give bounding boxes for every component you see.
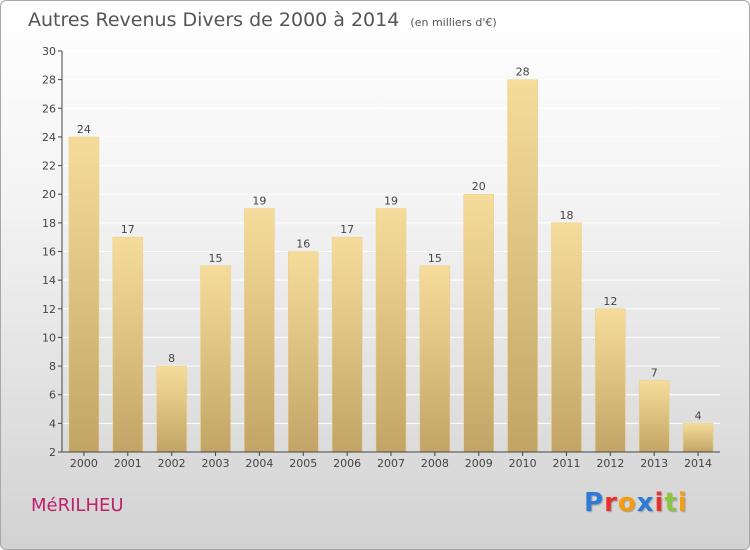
labels: 2468101214161820222426283024200017200182… — [42, 45, 712, 470]
title-row: Autres Revenus Divers de 2000 à 2014 (en… — [28, 9, 497, 31]
value-label: 17 — [121, 223, 135, 236]
value-label: 28 — [516, 66, 530, 79]
value-label: 16 — [296, 238, 310, 251]
value-label: 24 — [77, 123, 91, 136]
logo-letter: o — [617, 488, 637, 518]
bar-2014 — [682, 423, 714, 453]
logo-letter: t — [664, 488, 678, 518]
bar-2008 — [419, 265, 451, 453]
value-label: 15 — [209, 252, 223, 265]
y-tick-label: 8 — [49, 360, 56, 373]
x-tick-label: 2014 — [684, 457, 712, 470]
y-tick-label: 22 — [42, 160, 56, 173]
y-tick-label: 28 — [42, 74, 56, 87]
bar-2011 — [551, 222, 582, 453]
value-label: 12 — [603, 295, 617, 308]
value-label: 20 — [472, 180, 486, 193]
y-tick-label: 16 — [42, 246, 56, 259]
bar-2001 — [112, 236, 144, 453]
x-tick-label: 2007 — [377, 457, 405, 470]
value-label: 19 — [384, 195, 398, 208]
bar-2006 — [331, 236, 363, 453]
chart-title: Autres Revenus Divers de 2000 à 2014 — [28, 9, 400, 31]
bar-2007 — [375, 208, 407, 453]
value-label: 15 — [428, 252, 442, 265]
value-label: 4 — [695, 409, 702, 422]
bar-2012 — [595, 308, 626, 453]
logo-letter: r — [604, 488, 618, 518]
y-tick-label: 24 — [42, 131, 56, 144]
x-tick-label: 2013 — [640, 457, 668, 470]
y-tick-label: 12 — [42, 303, 56, 316]
logo-letter: x — [636, 488, 655, 518]
y-tick-label: 14 — [42, 274, 56, 287]
y-tick-label: 30 — [42, 45, 56, 58]
value-label: 17 — [340, 223, 354, 236]
logo-letter: P — [584, 488, 605, 518]
proxiti-logo[interactable]: Proxiti — [584, 488, 688, 518]
y-tick-label: 6 — [49, 389, 56, 402]
logo-letter: i — [677, 488, 688, 518]
value-label: 7 — [651, 366, 658, 379]
x-tick-label: 2011 — [552, 457, 580, 470]
x-tick-label: 2003 — [202, 457, 230, 470]
x-tick-label: 2012 — [596, 457, 624, 470]
x-tick-label: 2006 — [333, 457, 361, 470]
x-tick-label: 2001 — [114, 457, 142, 470]
value-label: 18 — [559, 209, 573, 222]
y-tick-label: 20 — [42, 188, 56, 201]
y-tick-label: 4 — [49, 417, 56, 430]
x-tick-label: 2009 — [465, 457, 493, 470]
value-label: 19 — [252, 195, 266, 208]
bar-2010 — [507, 79, 538, 453]
y-tick-label: 2 — [49, 446, 56, 459]
x-tick-label: 2002 — [158, 457, 186, 470]
bars — [68, 79, 714, 453]
bar-2000 — [68, 136, 100, 453]
y-tick-label: 18 — [42, 217, 56, 230]
x-tick-label: 2010 — [509, 457, 537, 470]
bar-2013 — [638, 380, 670, 453]
bar-2003 — [200, 265, 231, 453]
x-tick-label: 2005 — [289, 457, 317, 470]
logo-letter: i — [654, 488, 665, 518]
chart-unit: (en milliers d'€) — [410, 16, 497, 29]
bar-2004 — [244, 208, 275, 453]
x-tick-label: 2000 — [70, 457, 98, 470]
bar-2005 — [288, 251, 319, 453]
axes — [58, 50, 720, 456]
y-tick-label: 10 — [42, 331, 56, 344]
value-label: 8 — [168, 352, 175, 365]
x-tick-label: 2004 — [245, 457, 273, 470]
bar-2009 — [463, 193, 494, 453]
bar-2002 — [156, 365, 187, 453]
x-tick-label: 2008 — [421, 457, 449, 470]
commune-name: MéRILHEU — [31, 495, 124, 516]
y-tick-label: 26 — [42, 102, 56, 115]
